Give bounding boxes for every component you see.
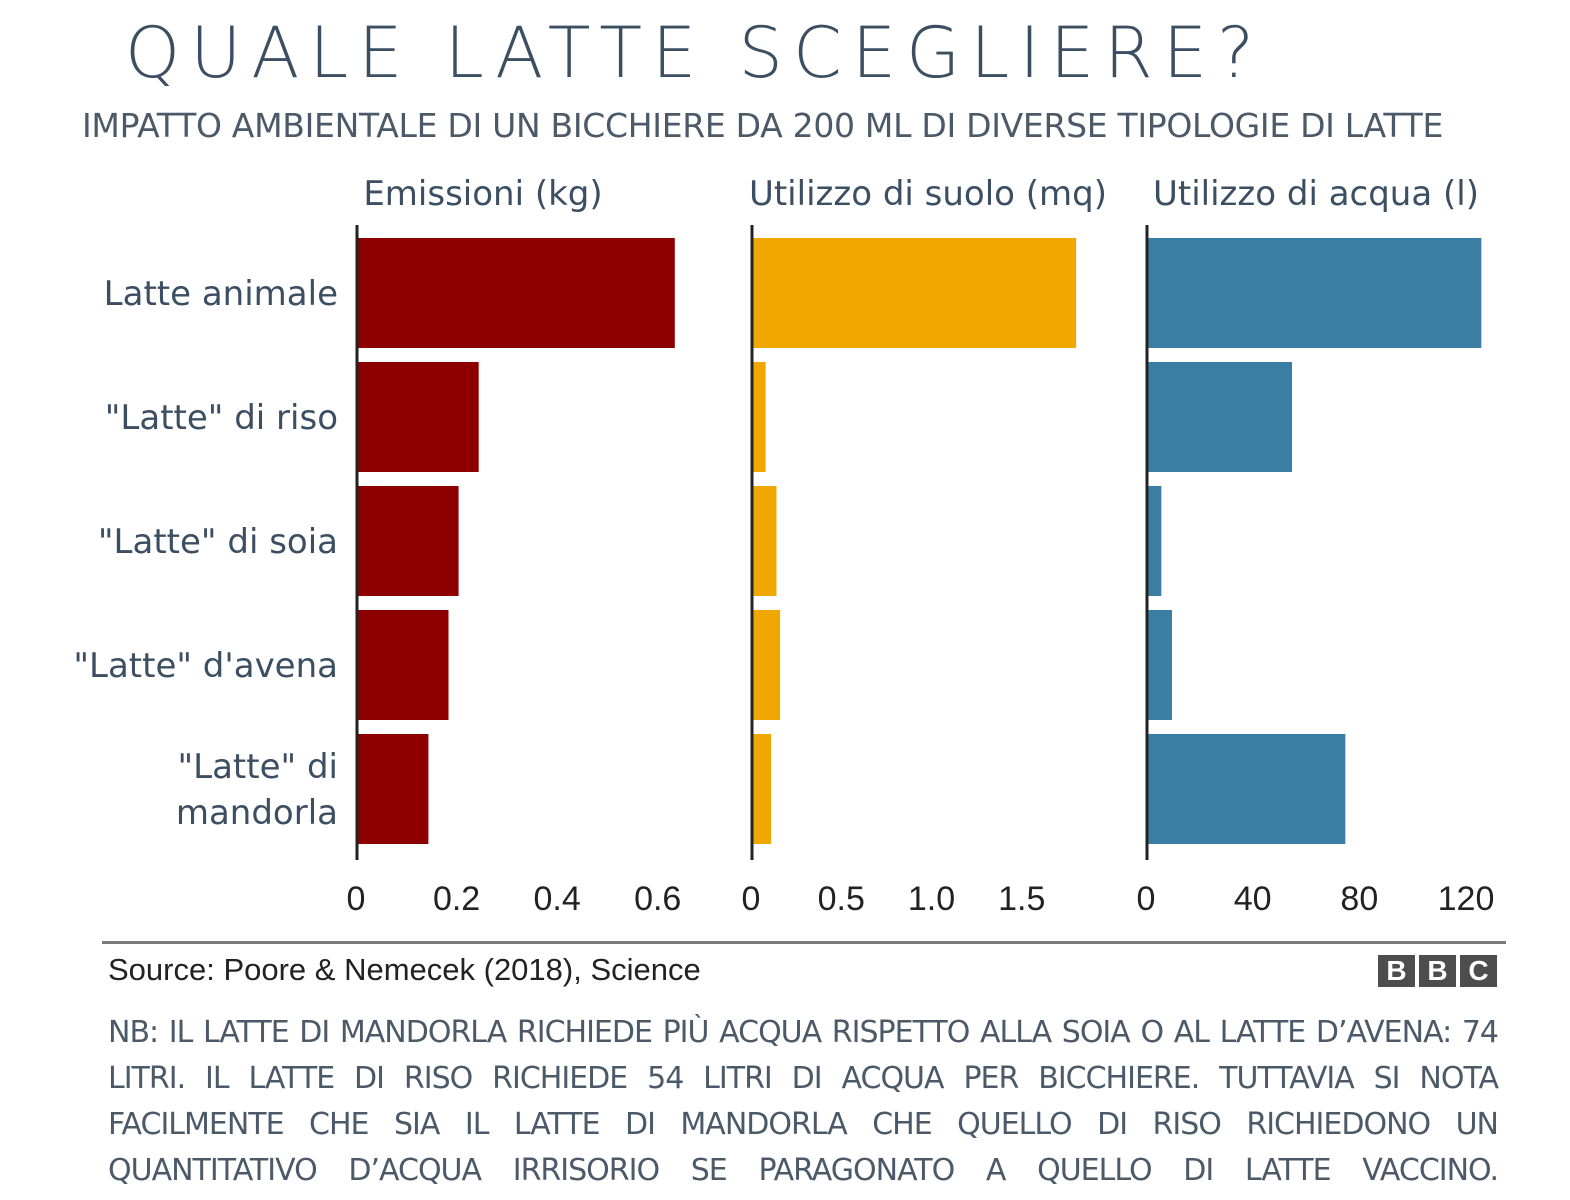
- category-label-line: "Latte" d'avena: [73, 646, 338, 686]
- bar-utilizzo-di-suolo-mq-3: [753, 610, 781, 720]
- source-credit: Source: Poore & Nemecek (2018), Science: [108, 952, 701, 987]
- tick-label-utilizzo-di-acqua-l-2: 80: [1340, 880, 1378, 918]
- tick-label-utilizzo-di-suolo-mq-1: 0.5: [818, 880, 865, 918]
- tick-label-utilizzo-di-suolo-mq-3: 1.5: [998, 880, 1045, 918]
- category-label-line: "Latte" di riso: [105, 398, 338, 438]
- panel-title-utilizzo-di-acqua-l: Utilizzo di acqua (l): [1153, 174, 1479, 214]
- bar-chart: Latte animale "Latte" di riso "Latte" di s…: [73, 174, 1495, 918]
- footer-divider: [102, 941, 1506, 944]
- panel-title-emissioni-kg: Emissioni (kg): [363, 174, 602, 214]
- tick-label-emissioni-kg-0: 0: [347, 880, 366, 918]
- bar-utilizzo-di-suolo-mq-4: [753, 734, 772, 844]
- tick-label-emissioni-kg-3: 0.6: [634, 880, 681, 918]
- bar-utilizzo-di-acqua-l-1: [1148, 362, 1292, 472]
- tick-label-utilizzo-di-suolo-mq-2: 1.0: [908, 880, 955, 918]
- bar-emissioni-kg-2: [358, 486, 459, 596]
- bar-emissioni-kg-3: [358, 610, 449, 720]
- tick-label-emissioni-kg-1: 0.2: [433, 880, 480, 918]
- bbc-logo-letter-b1: B: [1378, 955, 1415, 987]
- category-label-line: mandorla: [176, 793, 338, 833]
- bar-utilizzo-di-acqua-l-4: [1148, 734, 1346, 844]
- bar-utilizzo-di-acqua-l-0: [1148, 238, 1482, 348]
- bar-emissioni-kg-0: [358, 238, 675, 348]
- bar-emissioni-kg-4: [358, 734, 429, 844]
- footnote: NB: IL LATTE DI MANDORLA RICHIEDE PIÙ AC…: [108, 1015, 1499, 1188]
- tick-label-utilizzo-di-acqua-l-3: 120: [1438, 880, 1495, 918]
- tick-label-emissioni-kg-2: 0.4: [534, 880, 581, 918]
- chart-subtitle: IMPATTO AMBIENTALE DI UN BICCHIERE DA 20…: [82, 106, 1444, 145]
- bar-emissioni-kg-1: [358, 362, 479, 472]
- bar-utilizzo-di-acqua-l-3: [1148, 610, 1172, 720]
- category-label-line: "Latte" di soia: [98, 522, 338, 562]
- bar-utilizzo-di-acqua-l-2: [1148, 486, 1162, 596]
- bar-utilizzo-di-suolo-mq-1: [753, 362, 766, 472]
- bbc-logo-letter-b2: B: [1419, 955, 1456, 987]
- category-label-latte-d-avena: "Latte" d'avena: [73, 646, 338, 686]
- tick-label-utilizzo-di-acqua-l-1: 40: [1234, 880, 1272, 918]
- bbc-logo: B B C: [1378, 955, 1497, 987]
- bar-utilizzo-di-suolo-mq-2: [753, 486, 777, 596]
- tick-label-utilizzo-di-suolo-mq-0: 0: [742, 880, 761, 918]
- tick-label-utilizzo-di-acqua-l-0: 0: [1137, 880, 1156, 918]
- category-label-line: "Latte" di: [178, 747, 338, 787]
- category-label-latte-di-mandorla: "Latte" di mandorla: [176, 747, 338, 833]
- chart-title: QUALE LATTE SCEGLIERE?: [125, 12, 1265, 94]
- panel-title-utilizzo-di-suolo-mq: Utilizzo di suolo (mq): [749, 174, 1107, 214]
- category-label-latte-di-riso: "Latte" di riso: [105, 398, 338, 438]
- bar-utilizzo-di-suolo-mq-0: [753, 238, 1077, 348]
- category-label-line: Latte animale: [104, 274, 338, 314]
- category-label-latte-di-soia: "Latte" di soia: [98, 522, 338, 562]
- bbc-logo-letter-c: C: [1460, 955, 1497, 987]
- category-label-latte-animale: Latte animale: [104, 274, 338, 314]
